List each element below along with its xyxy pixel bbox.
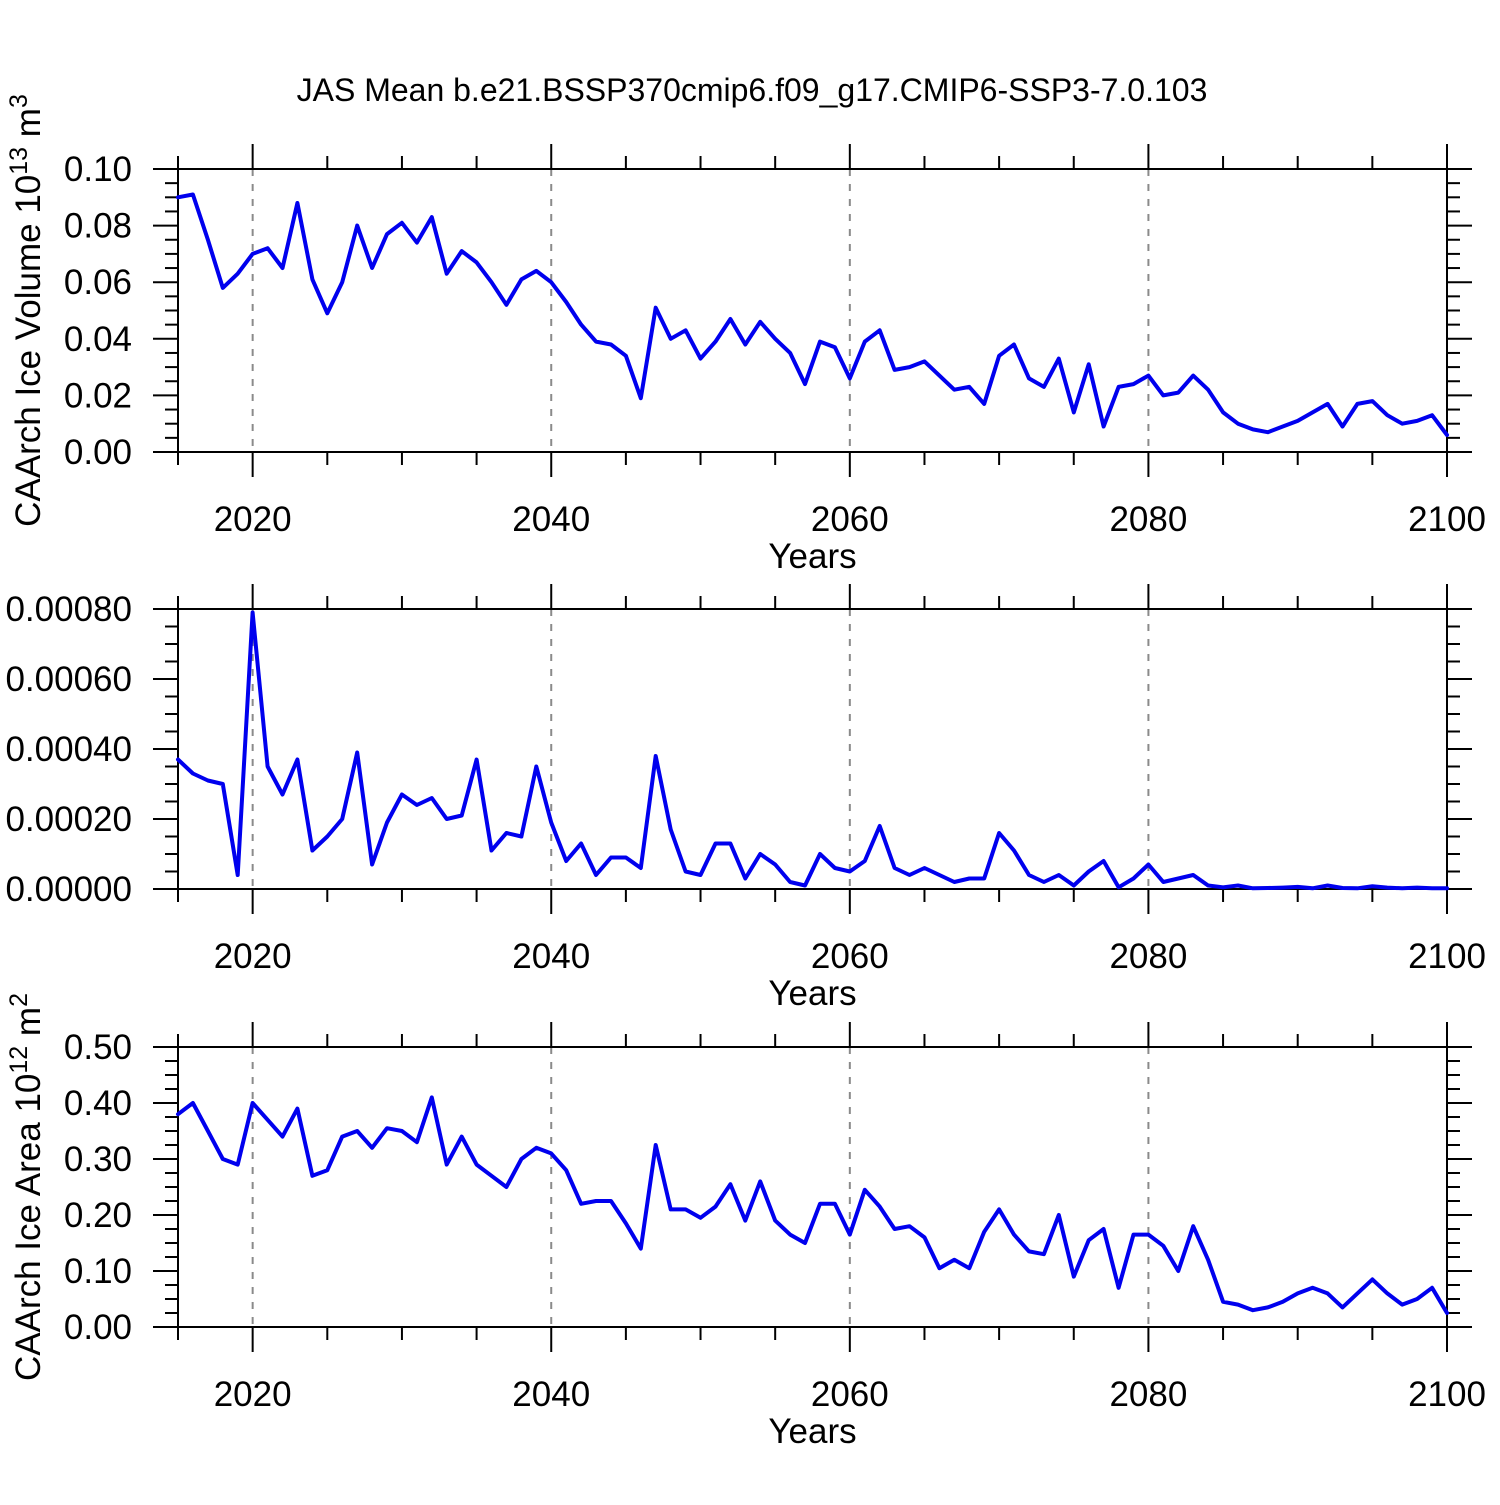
- y-tick-label: 0.10: [64, 1252, 132, 1291]
- x-tick-label: 2060: [811, 1375, 889, 1414]
- data-line-caarch-middle-unlabeled: [176, 610, 1449, 891]
- x-tick-label: 2040: [512, 1375, 590, 1414]
- x-axis-title: Years: [768, 537, 856, 576]
- y-axis-title: CAArch Ice Volume 1013 m3: [5, 94, 48, 527]
- x-tick-label: 2060: [811, 937, 889, 976]
- plot-frame: [177, 1046, 1448, 1328]
- y-tick-label: 0.40: [64, 1084, 132, 1123]
- y-tick-label: 0.30: [64, 1140, 132, 1179]
- x-tick-label: 2040: [512, 937, 590, 976]
- x-tick-label: 2080: [1109, 1375, 1187, 1414]
- x-tick-label: 2100: [1408, 500, 1486, 539]
- y-tick-label: 0.20: [64, 1196, 132, 1235]
- y-tick-label: 0.50: [64, 1028, 132, 1067]
- y-tick-label: 0.04: [64, 320, 132, 359]
- x-tick-label: 2100: [1408, 1375, 1486, 1414]
- panels-group: 2020 2040 2060 2080 2100 0.00 0.02 0.04 0.06 0.08…: [5, 94, 1486, 1451]
- panel-caarch-ice-area: 2020 2040 2060 2080 2100 0.00 0.10 0.20 0.30 0.40…: [5, 993, 1486, 1451]
- panel-caarch-ice-volume: 2020 2040 2060 2080 2100 0.00 0.02 0.04 0.06 0.08…: [5, 94, 1486, 576]
- y-tick-label: 0.00060: [5, 660, 132, 699]
- x-tick-label: 2080: [1109, 500, 1187, 539]
- data-line-caarch-ice-volume: [176, 192, 1449, 437]
- y-tick-label: 0.02: [64, 376, 132, 415]
- x-tick-label: 2040: [512, 500, 590, 539]
- x-tick-label: 2100: [1408, 937, 1486, 976]
- plot-frame: [177, 168, 1448, 453]
- y-tick-label: 0.00000: [5, 870, 132, 909]
- y-tick-label: 0.00040: [5, 730, 132, 769]
- x-axis-title: Years: [768, 1412, 856, 1451]
- data-line-caarch-ice-area: [176, 1095, 1449, 1315]
- x-tick-label: 2060: [811, 500, 889, 539]
- x-tick-label: 2020: [214, 500, 292, 539]
- y-tick-label: 0.00: [64, 1308, 132, 1347]
- x-tick-label: 2020: [214, 1375, 292, 1414]
- x-axis-title: Years: [768, 974, 856, 1013]
- x-tick-label: 2080: [1109, 937, 1187, 976]
- y-tick-label: 0.00080: [5, 590, 132, 629]
- y-tick-label: 0.00020: [5, 800, 132, 839]
- y-axis-title: CAArch Ice Area 1012 m2: [5, 993, 48, 1381]
- y-tick-label: 0.08: [64, 207, 132, 246]
- panel-caarch-middle-unlabeled: 2020 2040 2060 2080 2100 0.00000 0.00020 0.0004…: [5, 584, 1486, 1013]
- y-tick-label: 0.00: [64, 433, 132, 472]
- figure-title: JAS Mean b.e21.BSSP370cmip6.f09_g17.CMIP…: [297, 72, 1208, 108]
- x-tick-label: 2020: [214, 937, 292, 976]
- y-tick-label: 0.06: [64, 263, 132, 302]
- y-tick-label: 0.10: [64, 150, 132, 189]
